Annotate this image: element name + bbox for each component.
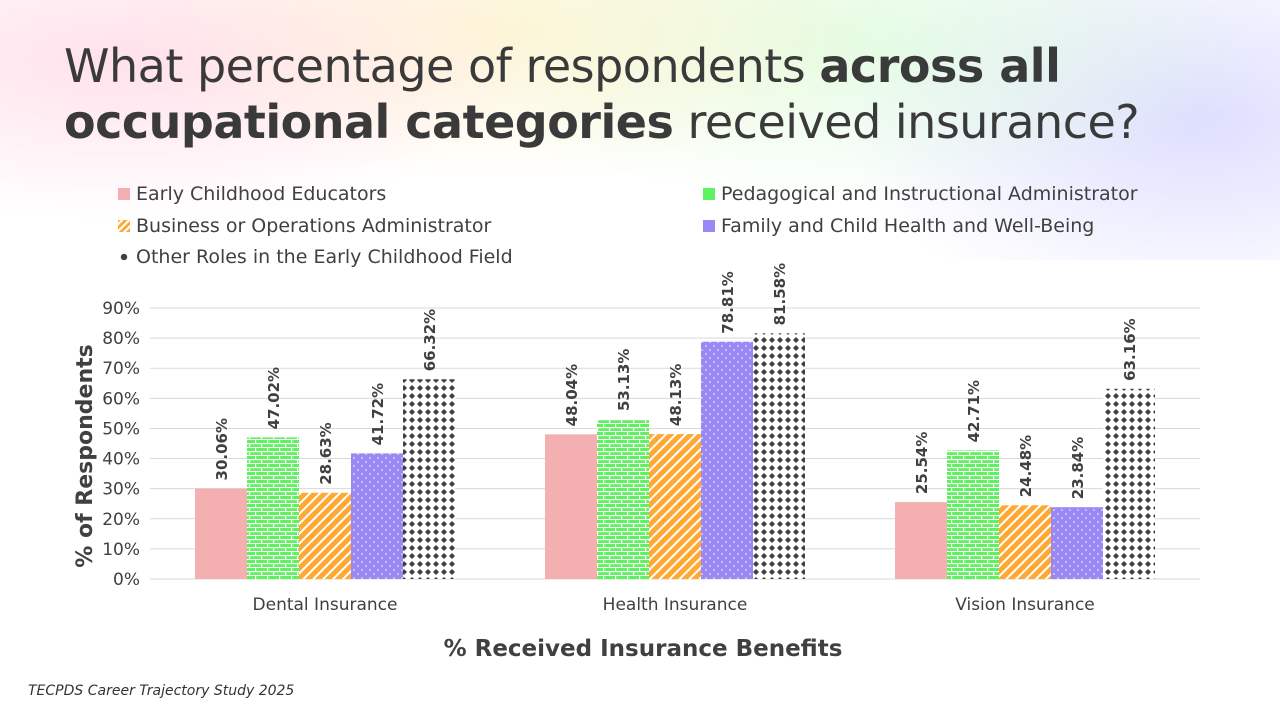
legend-item: Family and Child Health and Well-Being [703,215,1094,237]
data-label: 66.32% [421,309,439,371]
bar [895,502,947,579]
data-label: 42.71% [965,380,983,442]
y-tick-label: 10% [102,540,140,560]
bar [351,453,403,579]
bar [649,434,701,579]
slide-title: What percentage of respondents across al… [64,38,1244,150]
legend-swatch-icon [703,220,715,232]
y-tick-label: 90% [102,299,140,319]
legend-swatch-icon [118,188,130,200]
data-label: 47.02% [265,367,283,429]
y-tick-label: 30% [102,480,140,500]
data-label: 53.13% [615,349,633,411]
legend-swatch-icon [703,188,715,200]
legend-item: Early Childhood Educators [118,183,386,205]
title-bold-text: across all occupational categories [64,39,1061,149]
bar [1103,388,1155,579]
title-text-end: received insurance? [673,95,1140,149]
source-note: TECPDS Career Trajectory Study 2025 [28,683,295,699]
legend-label: Other Roles in the Early Childhood Field [136,246,513,268]
y-tick-label: 0% [113,570,140,590]
legend-label: Pedagogical and Instructional Administra… [721,183,1138,205]
y-tick-label: 80% [102,329,140,349]
data-label: 23.84% [1069,437,1087,499]
data-label: 24.48% [1017,435,1035,497]
bar [947,450,999,579]
data-label: 28.63% [317,422,335,484]
legend-item: Other Roles in the Early Childhood Field [118,246,513,268]
legend-item: Pedagogical and Instructional Administra… [703,183,1138,205]
x-tick-label: Dental Insurance [253,595,398,615]
y-tick-label: 50% [102,419,140,439]
y-tick-label: 40% [102,450,140,470]
legend-label: Early Childhood Educators [136,183,387,205]
data-label: 63.16% [1121,318,1139,380]
legend-label: Family and Child Health and Well-Being [721,215,1095,237]
legend-swatch-icon [118,220,130,232]
bar [701,341,753,579]
y-tick-label: 70% [102,359,140,379]
bar [545,434,597,579]
legend-item: Business or Operations Administrator [118,215,491,237]
bar [999,505,1051,579]
bar [597,419,649,579]
data-label: 78.81% [719,271,737,333]
data-label: 25.54% [913,432,931,494]
bar [195,488,247,579]
bar [299,492,351,579]
title-text: What percentage of respondents [64,39,820,93]
data-label: 48.04% [563,364,581,426]
legend-swatch-icon [118,251,130,263]
data-label: 41.72% [369,383,387,445]
y-tick-label: 20% [102,510,140,530]
data-label: 30.06% [213,418,231,480]
y-axis-label: % of Respondents [73,344,98,567]
bar [753,333,805,579]
bar [247,437,299,579]
legend-label: Business or Operations Administrator [136,215,492,237]
data-label: 81.58% [771,263,789,325]
bar [403,379,455,579]
x-tick-label: Health Insurance [603,595,748,615]
x-axis-label: % Received Insurance Benefits [444,636,843,662]
x-tick-label: Vision Insurance [955,595,1095,615]
bar [1051,507,1103,579]
y-tick-label: 60% [102,389,140,409]
data-label: 48.13% [667,364,685,426]
background-gradient [0,0,1280,260]
